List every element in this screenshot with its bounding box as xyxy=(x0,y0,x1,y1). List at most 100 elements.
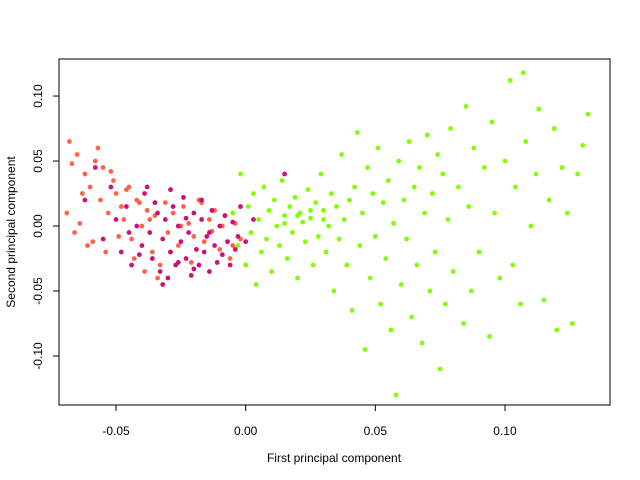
point xyxy=(212,243,217,248)
point xyxy=(149,249,155,255)
point xyxy=(520,70,526,76)
point xyxy=(235,243,241,248)
point xyxy=(313,200,319,206)
point xyxy=(82,171,88,177)
point xyxy=(551,126,557,131)
point xyxy=(147,217,153,222)
point xyxy=(463,104,469,109)
point xyxy=(238,204,243,209)
point xyxy=(92,165,98,170)
y-tick-label: 0.10 xyxy=(31,84,45,108)
point xyxy=(64,210,70,216)
point xyxy=(471,145,477,151)
point xyxy=(168,187,173,193)
point xyxy=(362,347,368,352)
point xyxy=(66,139,72,144)
point xyxy=(232,247,238,252)
point xyxy=(295,275,300,281)
point xyxy=(378,301,383,307)
point xyxy=(541,297,547,303)
point xyxy=(440,171,446,177)
point xyxy=(144,184,150,190)
point xyxy=(196,262,202,268)
point xyxy=(284,256,290,261)
point xyxy=(160,282,166,287)
point xyxy=(116,234,122,239)
point xyxy=(178,239,184,245)
point xyxy=(318,171,324,177)
point xyxy=(393,392,399,398)
point xyxy=(269,269,275,274)
point xyxy=(432,249,438,255)
y-axis-label: Second principal component xyxy=(4,156,18,308)
point xyxy=(429,191,435,196)
point xyxy=(253,282,259,287)
x-tick-label: 0.00 xyxy=(234,424,258,438)
point xyxy=(585,111,591,117)
point xyxy=(546,197,552,203)
point xyxy=(409,314,415,320)
point xyxy=(489,119,495,125)
point xyxy=(442,301,448,307)
point xyxy=(455,184,461,190)
point xyxy=(124,204,129,209)
point xyxy=(424,132,430,138)
point xyxy=(136,200,142,206)
point xyxy=(264,236,269,242)
point xyxy=(352,184,357,190)
point xyxy=(321,217,326,222)
point xyxy=(230,243,236,248)
point xyxy=(388,327,394,333)
point xyxy=(201,249,207,255)
point xyxy=(502,158,508,164)
point xyxy=(204,234,210,239)
point xyxy=(305,187,311,193)
point xyxy=(385,178,391,183)
point xyxy=(175,260,181,265)
point xyxy=(165,230,171,235)
point xyxy=(357,243,363,248)
x-tick-label: 0.05 xyxy=(364,424,388,438)
point xyxy=(160,236,166,242)
point xyxy=(230,219,236,225)
point xyxy=(142,269,147,274)
point xyxy=(518,301,523,307)
point xyxy=(417,165,422,170)
point xyxy=(92,158,98,164)
point xyxy=(528,223,534,229)
point xyxy=(199,217,205,222)
point xyxy=(111,178,116,183)
point xyxy=(100,236,106,242)
point xyxy=(310,262,316,268)
point xyxy=(147,230,153,235)
point xyxy=(274,223,280,229)
point xyxy=(149,256,155,261)
point xyxy=(339,152,345,157)
point xyxy=(450,269,456,274)
point xyxy=(365,165,370,170)
point xyxy=(331,288,337,294)
point xyxy=(157,269,163,274)
y-tick-label: 0.05 xyxy=(31,149,45,173)
point xyxy=(181,195,186,200)
point xyxy=(69,161,75,167)
point xyxy=(277,243,282,248)
point xyxy=(136,252,142,258)
point xyxy=(448,126,453,131)
point xyxy=(481,165,487,170)
point xyxy=(510,262,516,268)
point xyxy=(354,130,360,135)
point xyxy=(191,266,197,272)
point xyxy=(341,217,347,222)
point xyxy=(144,208,150,213)
point xyxy=(492,210,498,216)
point xyxy=(414,262,420,268)
point xyxy=(183,256,189,261)
point xyxy=(251,217,256,222)
point xyxy=(201,239,207,245)
point xyxy=(248,230,254,235)
point xyxy=(302,239,308,245)
point xyxy=(321,208,326,213)
point xyxy=(155,210,160,216)
